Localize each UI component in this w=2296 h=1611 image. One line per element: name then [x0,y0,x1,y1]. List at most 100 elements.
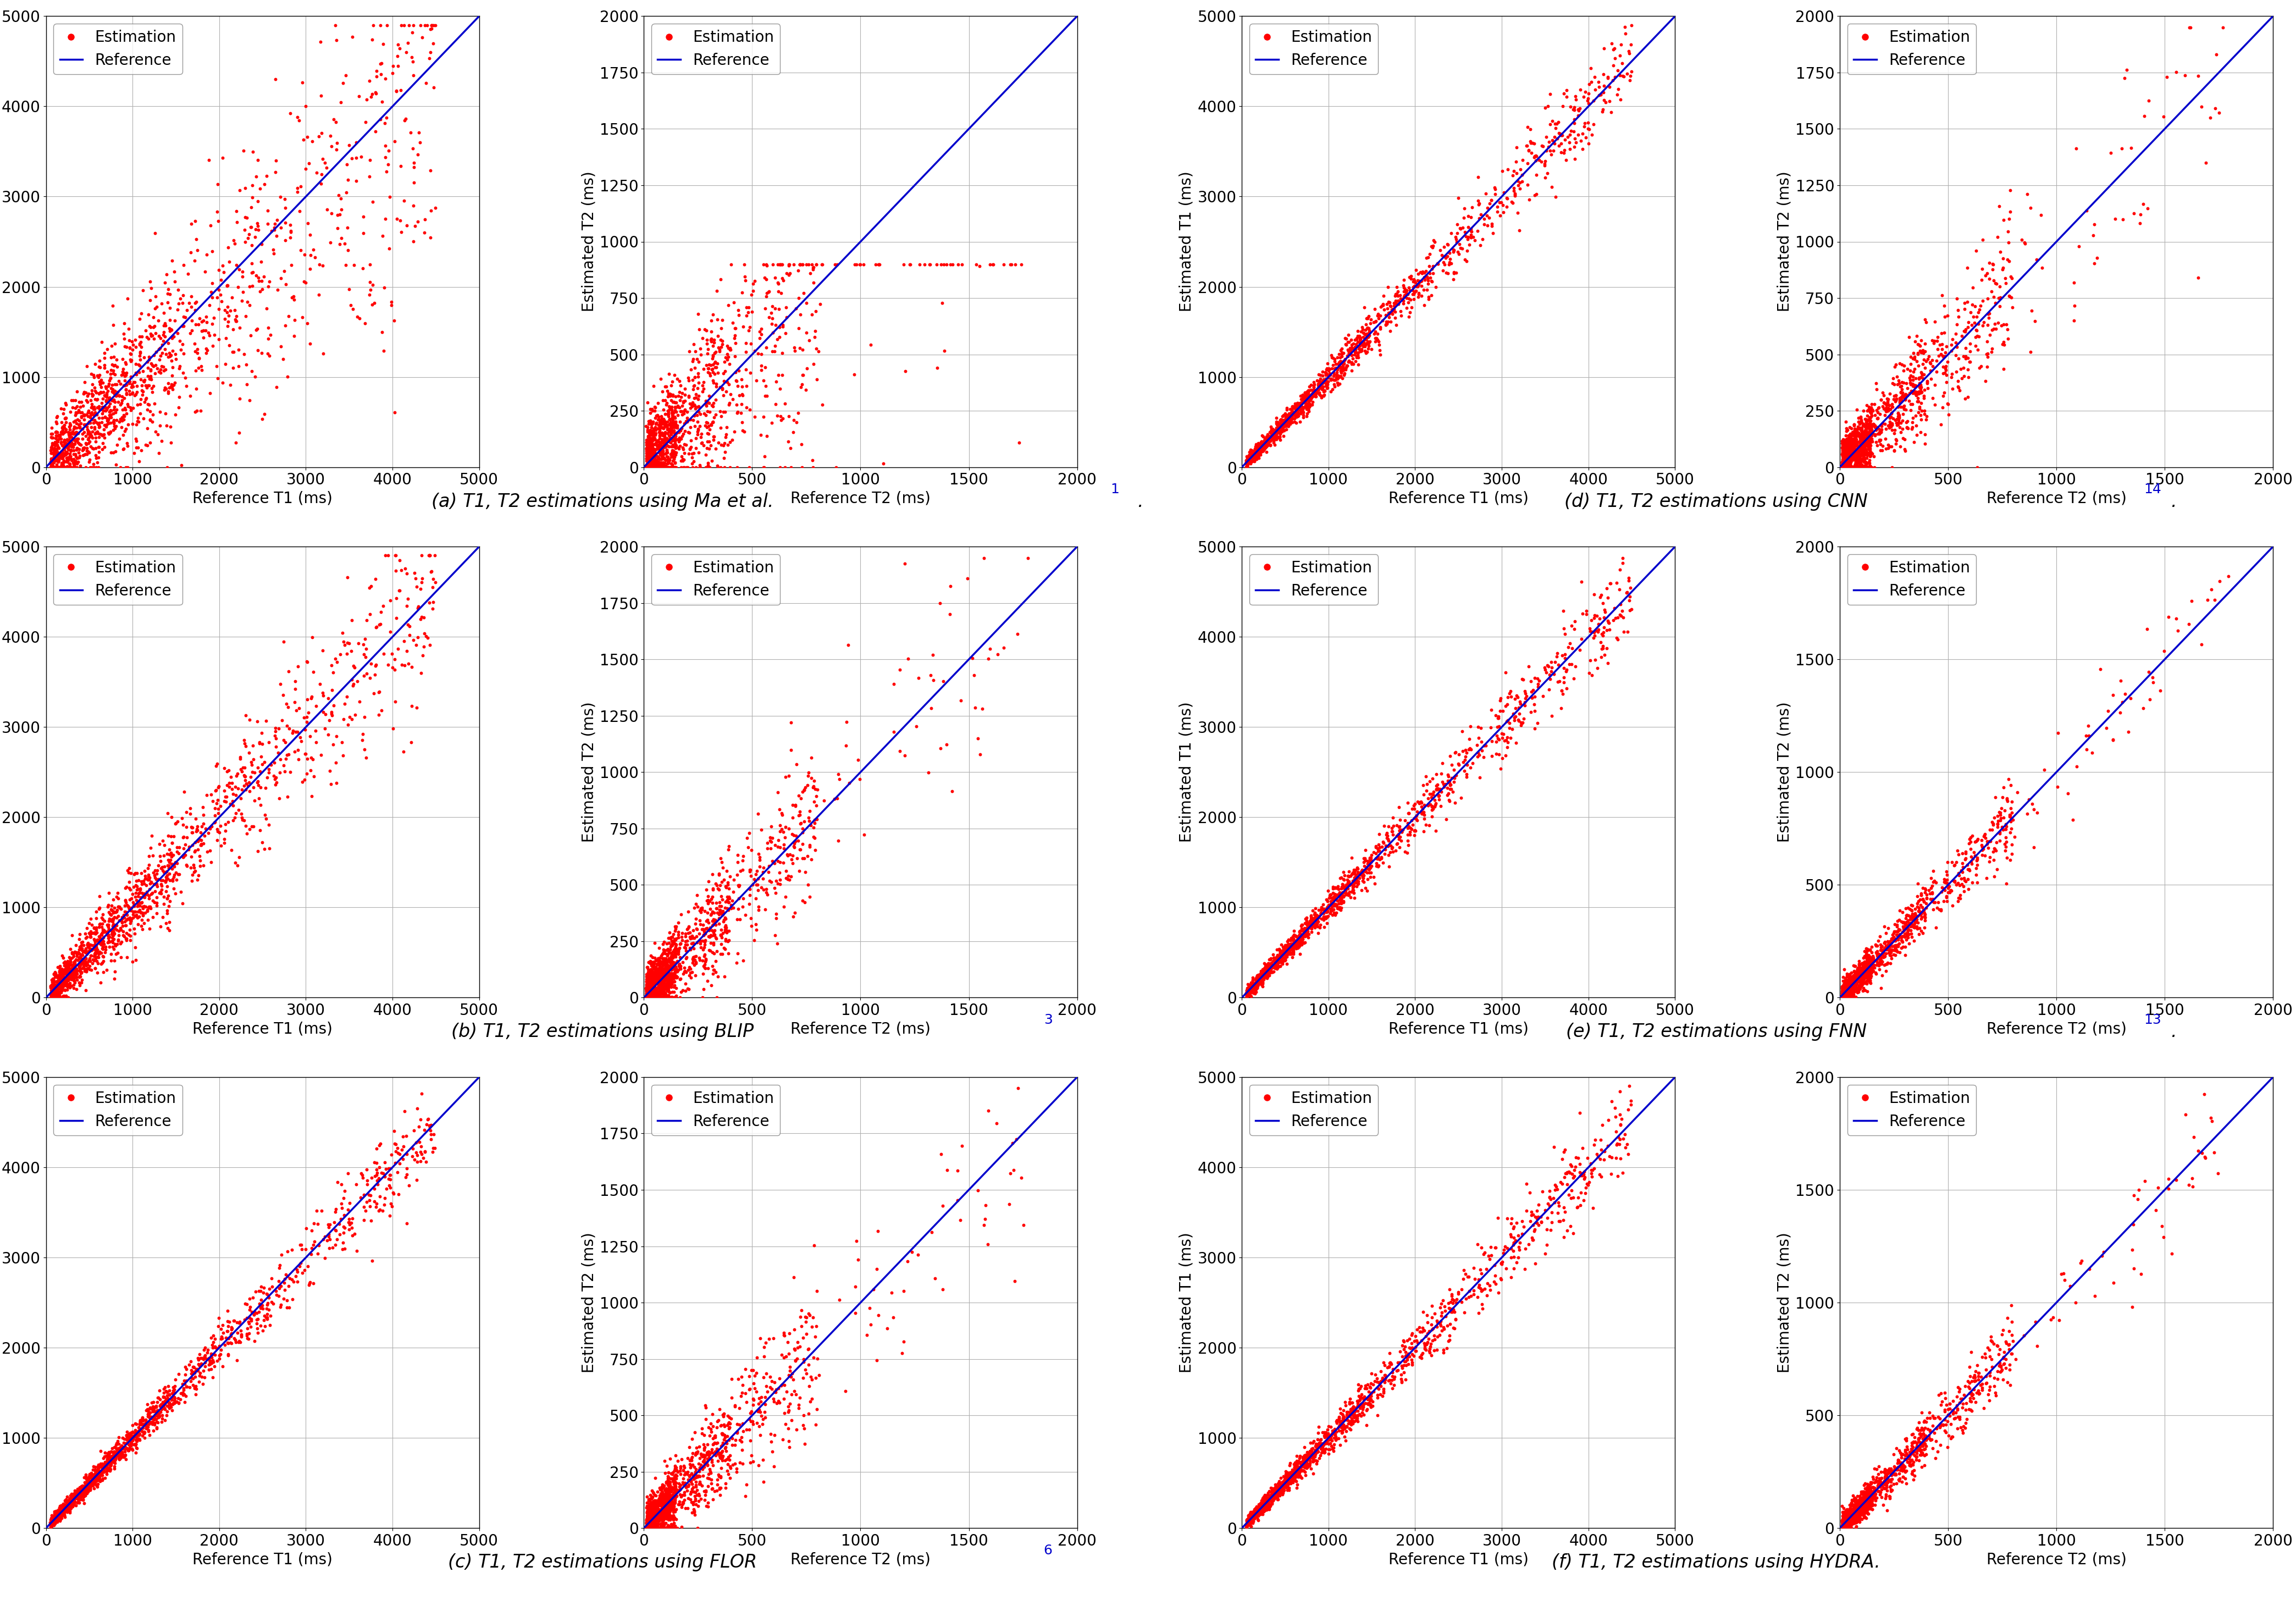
Point [1290,910,1327,936]
Point [131,1410,168,1435]
Point [124,902,161,928]
Point [1403,1345,1440,1371]
Point [629,984,666,1010]
Point [2193,1108,2229,1134]
Point [647,984,684,1010]
Point [645,1477,682,1503]
Point [1267,1469,1304,1495]
Point [131,1405,168,1431]
Point [1894,380,1931,406]
Point [629,970,666,996]
Point [145,354,181,380]
Point [638,1516,675,1542]
Point [273,759,310,785]
Point [122,904,158,930]
Point [1453,224,1490,250]
Point [1887,437,1924,462]
Point [1322,897,1359,923]
Point [792,765,829,791]
Point [1339,863,1375,889]
Point [1885,1452,1922,1477]
Point [1240,445,1277,470]
Point [78,449,115,475]
Point [1233,973,1270,999]
Point [1906,901,1942,926]
Point [1504,147,1541,172]
Point [1830,975,1867,1000]
Point [1832,979,1869,1005]
Point [1522,1210,1559,1236]
Point [1830,975,1867,1000]
Point [1830,1503,1867,1529]
Point [1871,931,1908,957]
Point [629,1511,666,1537]
Point [363,611,400,636]
Point [181,354,218,380]
Point [1828,978,1864,1004]
Point [631,1516,668,1542]
Point [652,451,689,477]
Point [1249,959,1286,984]
Point [280,1258,317,1284]
Point [147,1389,184,1414]
Point [652,372,689,398]
Point [1899,1434,1936,1460]
Point [1857,962,1894,988]
Point [1538,126,1575,151]
Point [1453,195,1490,221]
Point [1828,1498,1864,1524]
Point [393,45,429,71]
Point [1823,1508,1860,1534]
Point [1855,1474,1892,1500]
Point [60,1477,96,1503]
Point [643,454,680,480]
Point [634,984,670,1010]
Point [41,970,78,996]
Point [1828,984,1864,1010]
Point [703,316,739,342]
Point [83,926,119,952]
Point [629,963,666,989]
Point [652,1490,689,1516]
Point [1265,409,1302,435]
Point [1520,1192,1557,1218]
Point [1828,976,1864,1002]
Point [1242,963,1279,989]
Point [1835,975,1871,1000]
Point [140,857,177,883]
Point [1828,984,1864,1010]
Point [310,1221,347,1247]
Point [1846,970,1883,996]
Point [1428,232,1465,258]
Point [636,978,673,1004]
Point [218,1329,255,1355]
Point [1238,437,1274,462]
Point [1309,889,1345,915]
Point [1832,1500,1869,1526]
Point [1837,420,1874,446]
Point [631,454,668,480]
Point [751,859,788,884]
Point [1890,1434,1926,1460]
Point [1952,825,1988,851]
Point [1894,1440,1931,1466]
Point [647,1498,684,1524]
Point [1424,780,1460,806]
Point [1841,454,1878,480]
Point [1825,448,1862,474]
Point [1352,863,1389,889]
Point [629,454,666,480]
Point [51,1493,87,1519]
Point [1880,387,1917,412]
Point [652,1497,689,1522]
Point [1231,973,1267,999]
Point [1435,765,1472,791]
Point [636,454,673,480]
Point [1318,1426,1355,1452]
Point [1476,1263,1513,1289]
Point [1851,1481,1887,1506]
Point [140,852,177,878]
Point [1277,1464,1313,1490]
Point [46,949,83,975]
Point [1582,1147,1619,1173]
